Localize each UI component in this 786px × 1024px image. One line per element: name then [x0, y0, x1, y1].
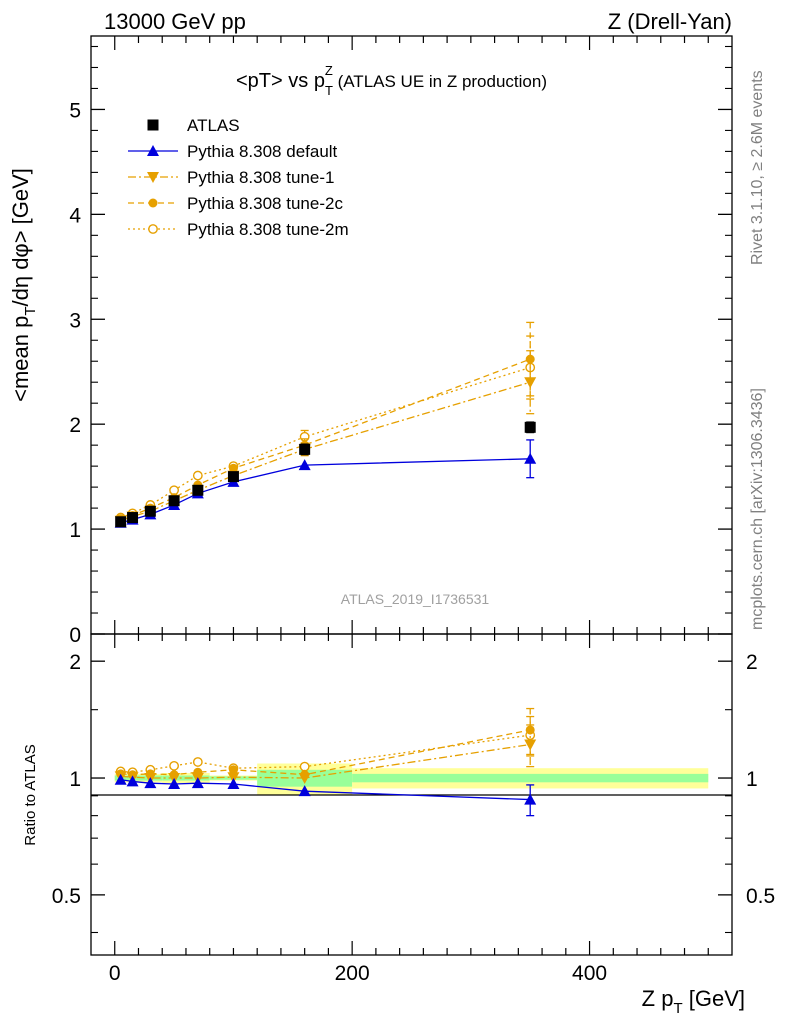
header-right: Z (Drell-Yan) [608, 9, 732, 34]
main-atlas-point [127, 512, 139, 524]
legend-label-pythia-8-308-default: Pythia 8.308 default [187, 142, 338, 161]
xtick-label: 0 [109, 962, 121, 985]
main-ytick-label: 2 [69, 414, 81, 437]
main-atlas-point [144, 505, 156, 517]
main-pythia-8-308-tune-2m-point [192, 470, 203, 481]
legend-label-pythia-8-308-tune-1: Pythia 8.308 tune-1 [187, 168, 334, 187]
main-atlas-point [115, 516, 127, 528]
ratio-series-layer [114, 707, 537, 817]
ratio-ytick-label-right: 1 [746, 768, 758, 791]
ratio-pythia-8-308-tune-1-point [524, 739, 537, 751]
legend-label-pythia-8-308-tune-2c: Pythia 8.308 tune-2c [187, 194, 343, 213]
legend: ATLAS Pythia 8.308 default Pythia 8.308 tu… [128, 116, 349, 239]
legend-label-pythia-8-308-tune-2m: Pythia 8.308 tune-2m [187, 220, 349, 239]
legend-label-atlas: ATLAS [187, 116, 240, 135]
ratio-pythia-8-308-tune-2m-point [169, 760, 179, 771]
xtick-label: 400 [572, 962, 607, 985]
x-axis-label: Z pT [GeV] [642, 986, 745, 1017]
legend-marker-atlas [147, 119, 159, 131]
ratio-ytick-label: 1 [69, 768, 81, 791]
main-ytick-label: 5 [69, 99, 81, 122]
ratio-pythia-8-308-tune-1-line [120, 743, 531, 779]
mcplots-label: mcplots.cern.ch [arXiv:1306.3436] [749, 388, 766, 630]
ratio-pythia-8-308-tune-1-point [298, 773, 311, 785]
main-pythia-8-308-tune-2m-series [115, 335, 536, 523]
legend-marker-pythia-8-308-default [147, 145, 159, 156]
main-atlas-point [168, 495, 180, 507]
main-ytick-label: 3 [69, 309, 81, 332]
ratio-ytick-label: 2 [69, 651, 81, 674]
plot-title-rest: (ATLAS UE in Z production) [333, 72, 547, 91]
ratio-pythia-8-308-tune-2c-point [228, 765, 238, 775]
main-pythia-8-308-default-point [298, 459, 311, 471]
plot-title: <pT> vs pTZ (ATLAS UE in Z production) [236, 63, 547, 98]
legend-marker-pythia-8-308-tune-2c [148, 198, 158, 208]
ratio-pythia-8-308-default-point [191, 777, 204, 789]
ratio-pythia-8-308-default-series [114, 773, 537, 817]
ratio-ytick-label: 0.5 [52, 885, 81, 908]
ratio-pythia-8-308-default-point [524, 793, 537, 805]
main-panel: 0 1 2 3 4 5 <pT> vs pTZ (ATLAS UE in Z produc… [8, 35, 733, 647]
ratio-pythia-8-308-tune-1-point [227, 772, 240, 784]
ratio-band-layer [114, 763, 709, 795]
ratio-pythia-8-308-tune-2m-point [299, 761, 310, 772]
ratio-pythia-8-308-default-point [227, 778, 240, 790]
main-pythia-8-308-default-series [114, 439, 537, 528]
legend-marker-pythia-8-308-tune-1 [147, 172, 159, 183]
ratio-pythia-8-308-default-point [168, 778, 181, 790]
main-axes: 0 1 2 3 4 5 [69, 36, 732, 647]
legend-marker-pythia-8-308-tune-2m [148, 224, 158, 234]
ratio-panel: 0.5 0.5 1 1 2 2 0 200 400 Ratio to ATLAS Z pT [G… [22, 633, 775, 1017]
ratio-band-inner [352, 773, 709, 783]
ratio-pythia-8-308-tune-1-series [114, 724, 537, 785]
main-atlas-point [524, 421, 536, 433]
ratio-ytick-label-right: 2 [746, 651, 758, 674]
ratio-axes: 0.5 0.5 1 1 2 2 0 200 400 [52, 634, 775, 985]
main-ylabel: <mean pT/dη dφ> [GeV] [8, 168, 39, 402]
ratio-pythia-8-308-default-point [144, 777, 157, 789]
plot-title-sub: T [325, 83, 333, 98]
main-pythia-8-308-tune-2c-line [120, 358, 531, 520]
main-ytick-label: 0 [69, 624, 81, 647]
ratio-pythia-8-308-tune-2m-line [120, 734, 531, 773]
main-atlas-point [192, 484, 204, 496]
header-left: 13000 GeV pp [104, 9, 246, 34]
main-pythia-8-308-default-line [120, 458, 531, 524]
main-pythia-8-308-tune-2c-point [525, 354, 535, 364]
ratio-ylabel: Ratio to ATLAS [22, 744, 39, 845]
plot-title-sup: Z [325, 63, 333, 78]
main-pythia-8-308-tune-2c-point [228, 463, 238, 473]
analysis-watermark: ATLAS_2019_I1736531 [341, 591, 490, 607]
ratio-pythia-8-308-tune-2m-point [192, 757, 203, 767]
rivet-label: Rivet 3.1.10, ≥ 2.6M events [749, 70, 766, 265]
main-atlas-series [115, 421, 536, 528]
xtick-label: 200 [335, 962, 370, 985]
main-ytick-label: 1 [69, 519, 81, 542]
main-series-layer [114, 321, 537, 528]
main-pythia-8-308-tune-1-point [524, 377, 537, 389]
ratio-pythia-8-308-default-point [126, 775, 139, 787]
plot-title-main: <pT> vs p [236, 70, 325, 92]
main-pythia-8-308-tune-1-line [120, 381, 531, 522]
ratio-frame [90, 633, 733, 956]
main-ytick-label: 4 [69, 204, 81, 227]
ratio-pythia-8-308-default-point [114, 773, 127, 785]
ratio-pythia-8-308-default-point [298, 785, 311, 797]
main-pythia-8-308-default-point [524, 452, 537, 464]
ratio-ytick-label-right: 0.5 [746, 885, 775, 908]
main-atlas-point [299, 443, 311, 455]
main-atlas-point [227, 471, 239, 483]
main-pythia-8-308-tune-2c-series [116, 321, 535, 524]
